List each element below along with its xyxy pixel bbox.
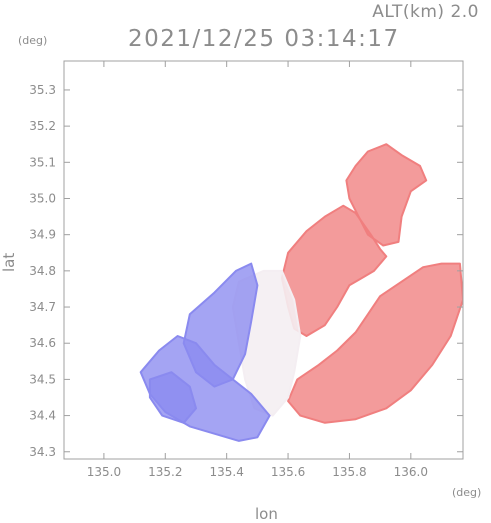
plot-frame [63, 60, 464, 460]
y-tick-label: 34.6 [29, 336, 56, 350]
y-tick-label: 34.4 [29, 409, 56, 423]
x-tick-label: 135.4 [209, 465, 243, 479]
altitude-value: 2.0 [450, 2, 479, 22]
x-tick-label: 135.6 [271, 465, 305, 479]
y-tick-label: 34.5 [29, 372, 56, 386]
y-axis-unit: (deg) [18, 34, 48, 47]
x-tick-label: 136.0 [394, 465, 428, 479]
region-red-east-arc [287, 262, 463, 424]
x-axis-unit: (deg) [452, 486, 482, 499]
y-tick-label: 34.7 [29, 300, 56, 314]
y-tick-label: 34.3 [29, 445, 56, 459]
y-axis: 35.3 35.2 35.1 35.0 34.9 34.8 34.7 34.6 34.5 34.4… [29, 83, 463, 459]
x-tick-label: 135.2 [148, 465, 182, 479]
x-axis-label: lon [255, 505, 278, 523]
y-tick-label: 35.2 [29, 119, 56, 133]
altitude-label: ALT(km) 2.0 [372, 2, 479, 22]
x-tick-label: 135.8 [332, 465, 366, 479]
y-tick-label: 35.3 [29, 83, 56, 97]
region-red-north-cluster [345, 143, 428, 247]
x-axis: 135.0 135.2 135.4 135.6 135.8 136.0 [87, 61, 428, 479]
y-tick-label: 34.9 [29, 228, 56, 242]
y-tick-label: 34.8 [29, 264, 56, 278]
y-tick-label: 35.0 [29, 191, 56, 205]
x-tick-label: 135.0 [87, 465, 121, 479]
data-regions [139, 143, 463, 442]
chart-title-datetime: 2021/12/25 03:14:17 [128, 26, 400, 52]
y-tick-label: 35.1 [29, 155, 56, 169]
region-blue-core [148, 371, 197, 424]
